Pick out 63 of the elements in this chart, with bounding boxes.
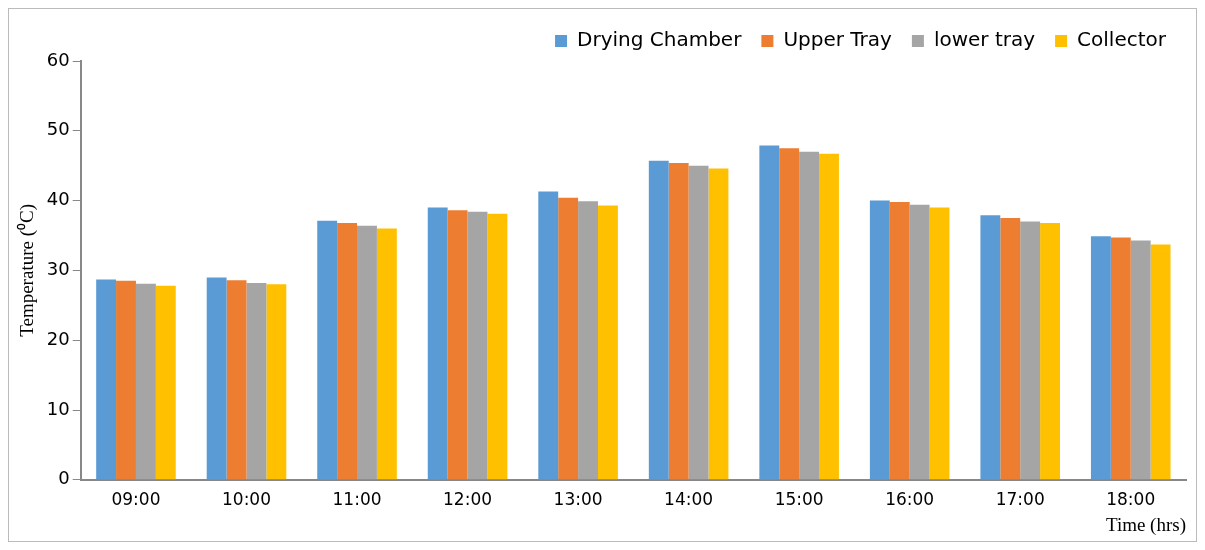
bar	[538, 191, 559, 480]
bar	[578, 201, 598, 480]
bar	[889, 202, 910, 480]
bar	[597, 205, 618, 480]
bar	[337, 222, 358, 480]
bar	[266, 284, 287, 480]
y-tick-label: 0	[58, 467, 70, 489]
bar	[929, 207, 950, 480]
y-tick-label: 30	[46, 258, 70, 280]
legend-label: Collector	[1077, 27, 1167, 52]
legend-label: lower tray	[933, 27, 1036, 52]
bar	[96, 279, 117, 480]
x-axis-title: Time (hrs)	[1105, 513, 1186, 536]
bar	[558, 197, 579, 480]
bar	[1130, 240, 1151, 480]
x-tick-label: 16:00	[885, 489, 935, 510]
bar	[668, 162, 689, 480]
bar	[447, 210, 468, 480]
bar	[155, 285, 176, 480]
bar	[759, 145, 780, 480]
bar	[226, 280, 247, 480]
x-tick-label: 17:00	[995, 489, 1045, 510]
x-tick-label: 12:00	[443, 489, 493, 510]
y-tick-label: 10	[46, 397, 70, 419]
x-tick-label: 11:00	[332, 489, 382, 510]
y-tick-label: 60	[46, 48, 70, 70]
bar	[819, 153, 839, 480]
bar	[135, 283, 156, 480]
bar	[779, 148, 800, 480]
legend-label: Upper Tray	[783, 27, 893, 52]
x-tick-label: 15:00	[774, 489, 824, 510]
y-axis-title: Temperature (⁰C)	[16, 203, 39, 337]
x-tick-label: 14:00	[664, 489, 714, 510]
bar	[427, 207, 448, 480]
x-tick-label: 18:00	[1106, 489, 1156, 510]
bar	[688, 165, 709, 480]
bar	[1110, 237, 1131, 480]
bar	[1150, 244, 1171, 480]
bar	[376, 228, 397, 480]
bar	[206, 277, 227, 480]
bar	[1040, 222, 1060, 480]
bar	[467, 211, 488, 480]
bar	[909, 204, 930, 480]
bar	[1090, 236, 1111, 480]
legend-label: Drying Chamber	[577, 27, 743, 52]
bar	[648, 160, 669, 480]
bar	[708, 168, 729, 480]
y-tick-label: 50	[46, 118, 70, 140]
bar	[1020, 221, 1041, 480]
bar	[116, 280, 136, 480]
bar	[246, 282, 267, 480]
bar	[1000, 218, 1021, 480]
bar	[980, 215, 1001, 480]
bar	[487, 213, 508, 480]
bar	[799, 151, 820, 480]
bar	[317, 220, 338, 480]
bar	[357, 225, 377, 480]
y-tick-label: 40	[46, 188, 70, 210]
x-tick-label: 10:00	[222, 489, 271, 510]
x-tick-label: 09:00	[111, 489, 161, 510]
y-tick-label: 20	[46, 327, 70, 349]
bar	[869, 200, 890, 480]
x-tick-label: 13:00	[553, 489, 603, 510]
